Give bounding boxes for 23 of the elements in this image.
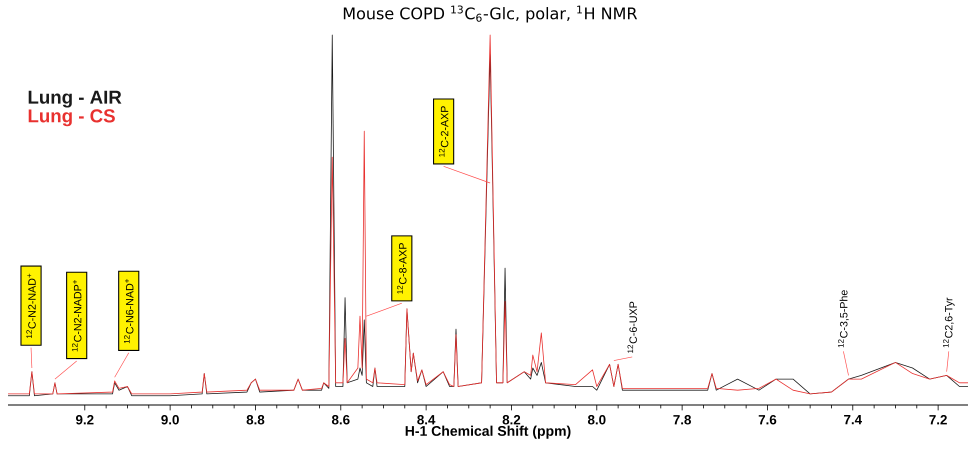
text: Lung - AIR [28, 90, 122, 108]
x-tick-label: 7.2 [929, 415, 947, 424]
x-tick-label: 7.8 [673, 415, 691, 424]
annotation: $^{12}$C-6-UXP [627, 302, 637, 353]
x-tick-label: 7.6 [758, 415, 776, 424]
x-tick-label: 8.4 [417, 415, 436, 424]
x-tick-label: 8.0 [588, 415, 606, 424]
x-tick-label: 9.2 [76, 415, 94, 424]
x-tick-label: 8.2 [502, 415, 520, 424]
annotation: $^{12}$C-8-AXP [397, 243, 407, 294]
x-tick-label: 8.8 [246, 415, 264, 424]
x-tick-label: 9.0 [161, 415, 179, 424]
annotation: $^{12}$C-N2-NAD$^{+}$ [26, 274, 36, 338]
annotation: $^{12}$C-N6-NAD$^{+}$ [124, 278, 134, 344]
text: Lung - CS [28, 109, 115, 126]
annotation: $^{12}$C-N2-NADP$^{+}$ [72, 280, 82, 352]
annotation: $^{12}$C-2-AXP [438, 106, 448, 157]
annotation: $^{12}$C2,6-Tyr [943, 298, 955, 348]
annotation: $^{12}$C-3,5-Phe [838, 290, 849, 348]
x-axis-title: H-1 Chemical Shift (ppm) [406, 426, 570, 439]
chart-title: Mouse COPD $^{13}$C$_{6}$-Glc, polar, $^{1}$H NMR [344, 5, 638, 23]
x-tick-label: 8.6 [332, 415, 350, 424]
x-tick-label: 7.4 [844, 415, 862, 424]
